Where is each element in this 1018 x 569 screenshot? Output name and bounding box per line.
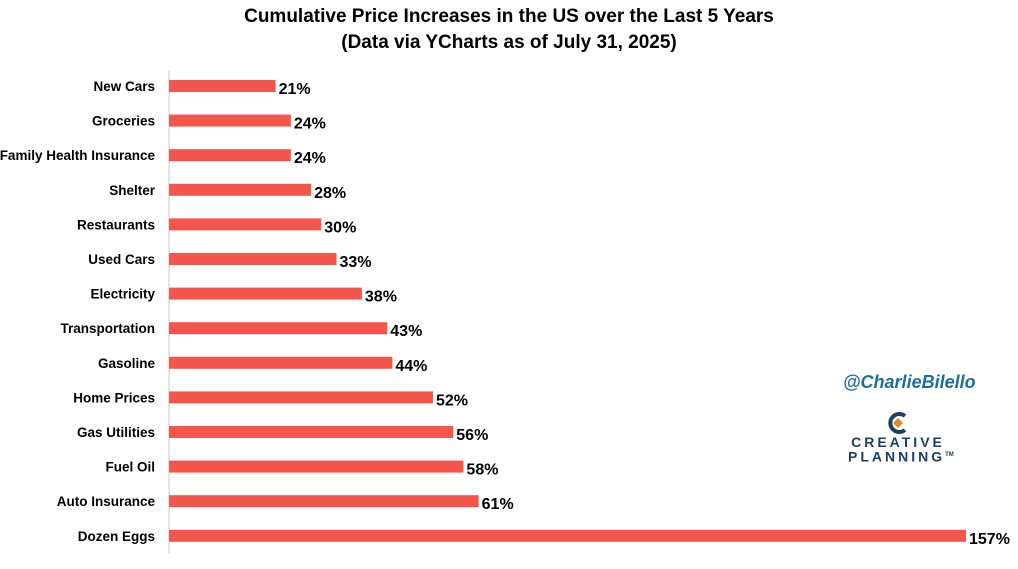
value-label-gasoline: 44%: [395, 358, 427, 375]
logo-text-line1: CREATIVE: [851, 434, 945, 450]
category-label-family-health-insurance: Family Health Insurance: [0, 148, 155, 163]
value-label-used-cars: 33%: [340, 254, 372, 271]
bar-groceries: [169, 114, 291, 127]
value-label-groceries: 24%: [294, 116, 326, 133]
category-label-gasoline: Gasoline: [98, 356, 156, 371]
category-label-home-prices: Home Prices: [73, 390, 155, 405]
category-label-restaurants: Restaurants: [77, 217, 155, 232]
bar-transportation: [169, 322, 388, 335]
bar-home-prices: [169, 391, 433, 404]
bar-used-cars: [169, 253, 337, 265]
logo-mark-icon: [888, 412, 907, 434]
category-label-new-cars: New Cars: [93, 79, 155, 94]
bar-electricity: [169, 287, 362, 300]
bar-fuel-oil: [169, 460, 464, 473]
bar-new-cars: [169, 80, 276, 92]
value-label-transportation: 43%: [390, 323, 422, 340]
category-label-auto-insurance: Auto Insurance: [57, 494, 156, 509]
chart-title-line1: Cumulative Price Increases in the US ove…: [244, 6, 774, 27]
category-label-used-cars: Used Cars: [88, 252, 155, 267]
value-label-dozen-eggs: 157%: [969, 531, 1010, 548]
value-label-gas-utilities: 56%: [456, 427, 488, 444]
bar-gasoline: [169, 356, 393, 369]
bar-auto-insurance: [169, 495, 479, 508]
bar-family-health-insurance: [169, 149, 291, 162]
bar-restaurants: [169, 218, 322, 231]
value-label-new-cars: 21%: [279, 81, 311, 98]
category-label-gas-utilities: Gas Utilities: [77, 425, 155, 440]
creative-planning-logo: CREATIVE PLANNINGTM: [848, 410, 954, 465]
value-labels: 21% 24% 24% 28% 30% 33% 38% 43% 44% 52% 56% 58% 61% 1…: [279, 81, 1010, 548]
category-label-shelter: Shelter: [109, 183, 156, 198]
value-label-auto-insurance: 61%: [482, 496, 514, 513]
category-label-groceries: Groceries: [92, 114, 155, 129]
logo-text-line2: PLANNINGTM: [848, 448, 954, 465]
value-label-fuel-oil: 58%: [466, 462, 498, 479]
chart-title: Cumulative Price Increases in the US ove…: [0, 4, 1018, 56]
bars: [169, 80, 966, 542]
bar-shelter: [169, 183, 312, 196]
bar-gas-utilities: [169, 426, 454, 438]
category-labels: New Cars Groceries Family Health Insurance…: [0, 79, 156, 544]
category-label-electricity: Electricity: [90, 287, 155, 302]
category-label-transportation: Transportation: [60, 321, 155, 336]
value-label-home-prices: 52%: [436, 392, 468, 409]
value-label-electricity: 38%: [365, 289, 397, 306]
category-label-fuel-oil: Fuel Oil: [105, 460, 155, 475]
bar-dozen-eggs: [169, 529, 966, 542]
author-handle: @CharlieBilello: [843, 372, 976, 392]
value-label-shelter: 28%: [314, 185, 346, 202]
value-label-family-health-insurance: 24%: [294, 150, 326, 167]
chart-subtitle: (Data via YCharts as of July 31, 2025): [341, 32, 677, 53]
value-label-restaurants: 30%: [324, 219, 356, 236]
logo-text-line2-word: PLANNING: [848, 448, 946, 465]
category-label-dozen-eggs: Dozen Eggs: [78, 529, 155, 544]
trademark-mark: TM: [945, 452, 954, 458]
